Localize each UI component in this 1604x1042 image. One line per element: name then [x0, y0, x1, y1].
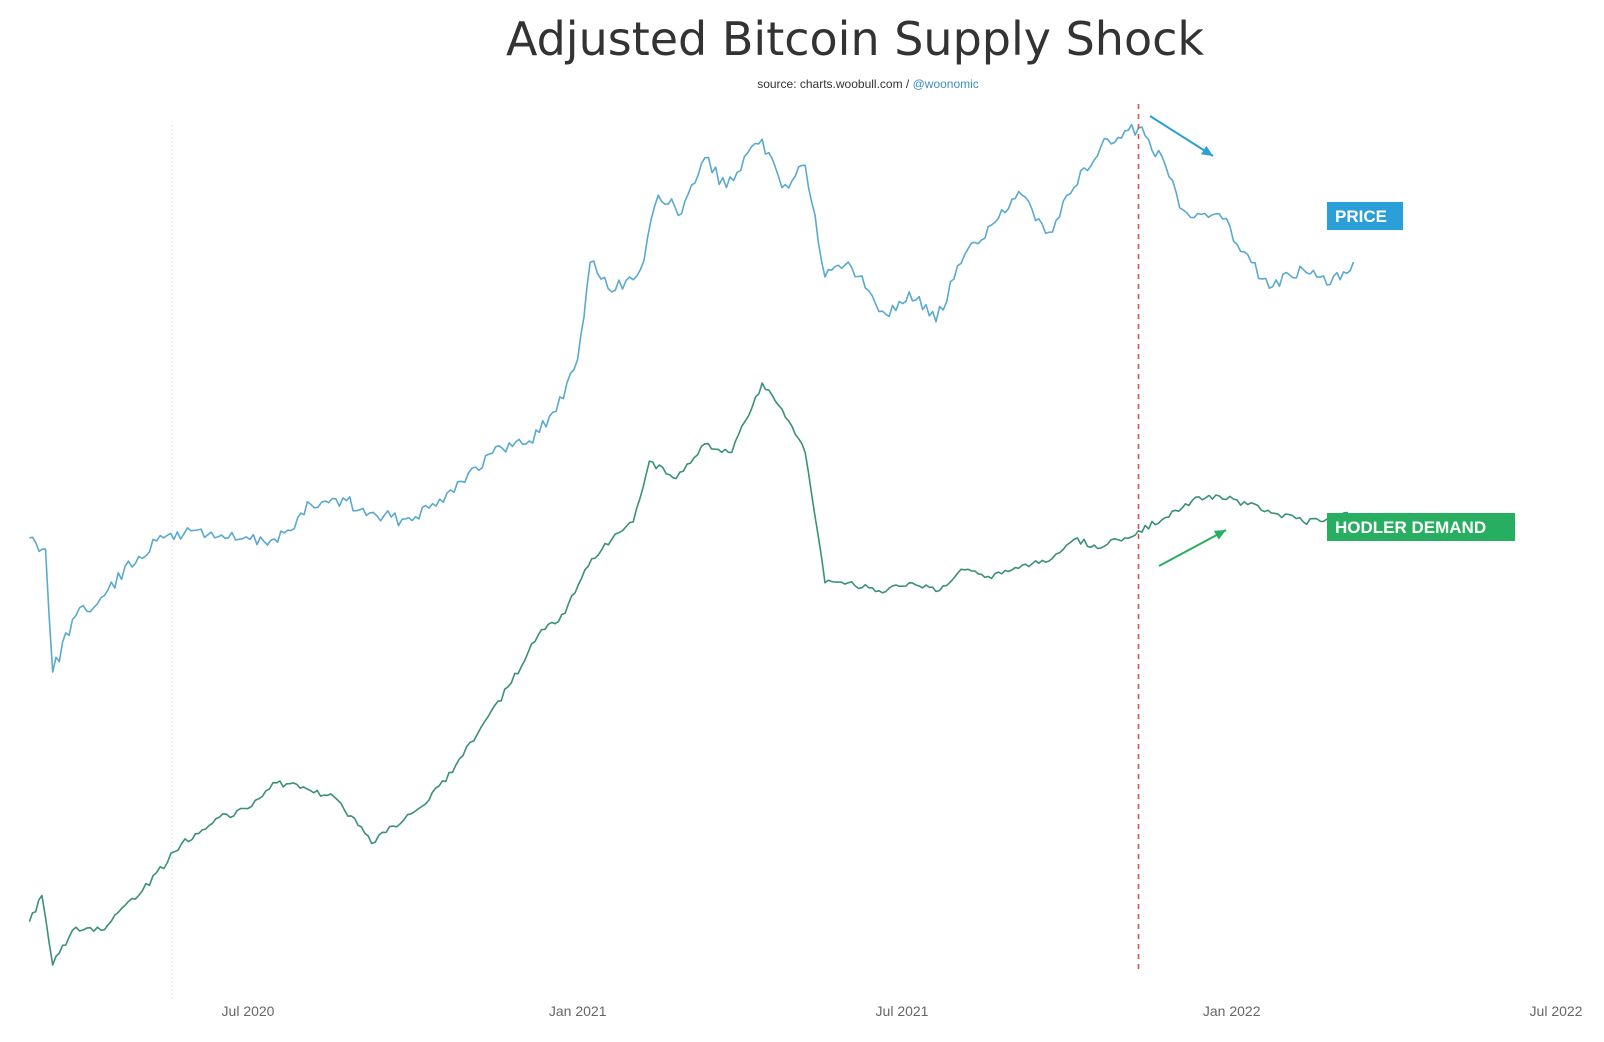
x-axis-ticks: Jul 2020 Jan 2021 Jul 2021 Jan 2022 Jul 2022 — [222, 1003, 1583, 1019]
price-series-line — [29, 123, 1355, 673]
chart-title: Adjusted Bitcoin Supply Shock — [505, 12, 1205, 66]
x-tick-label: Jan 2022 — [1203, 1003, 1261, 1019]
x-tick-label: Jan 2021 — [549, 1003, 607, 1019]
series-layer — [28, 123, 1355, 966]
price-down-arrow-icon — [1149, 115, 1214, 157]
price-legend-tag: PRICE — [1327, 202, 1403, 230]
hodler-demand-series-line — [28, 382, 1355, 966]
annotation-layer — [1149, 115, 1227, 567]
svg-text:PRICE: PRICE — [1335, 207, 1387, 226]
twitter-handle-link[interactable]: @woonomic — [912, 77, 979, 91]
x-tick-label: Jul 2021 — [876, 1003, 929, 1019]
svg-text:HODLER DEMAND: HODLER DEMAND — [1335, 518, 1486, 537]
x-tick-label: Jul 2022 — [1530, 1003, 1583, 1019]
hodler-up-arrow-icon — [1158, 529, 1227, 567]
hodler-demand-legend-tag: HODLER DEMAND — [1327, 513, 1515, 541]
source-text: source: charts.woobull.com / — [757, 77, 913, 91]
chart-subtitle: source: charts.woobull.com / @woonomic — [0, 77, 1604, 91]
legend-layer: PRICE HODLER DEMAND — [1327, 202, 1515, 541]
x-tick-label: Jul 2020 — [222, 1003, 275, 1019]
